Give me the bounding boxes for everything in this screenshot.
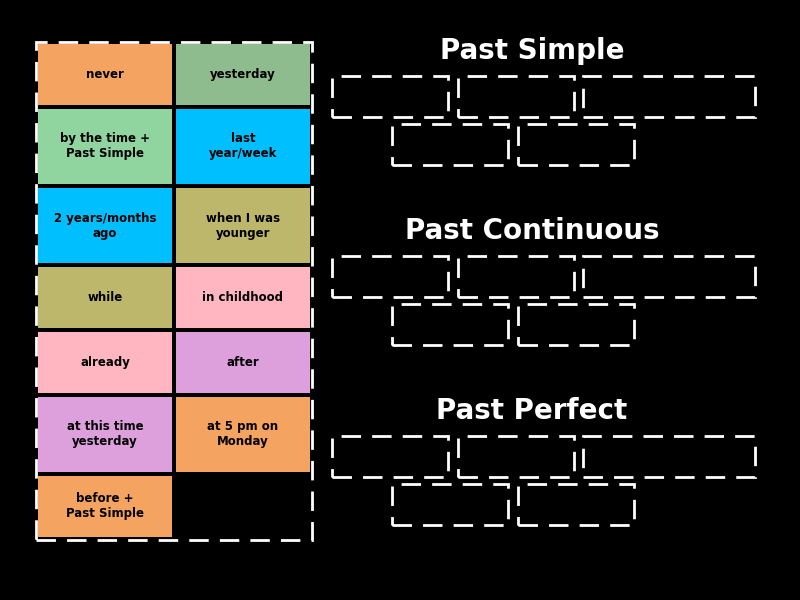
Text: at 5 pm on
Monday: at 5 pm on Monday: [207, 421, 278, 448]
Text: in childhood: in childhood: [202, 291, 283, 304]
Text: yesterday: yesterday: [210, 68, 276, 81]
FancyBboxPatch shape: [176, 44, 310, 105]
Text: Past Perfect: Past Perfect: [436, 397, 628, 425]
Text: Past Continuous: Past Continuous: [405, 217, 659, 245]
FancyBboxPatch shape: [176, 267, 310, 328]
Text: Past Simple: Past Simple: [440, 37, 624, 65]
FancyBboxPatch shape: [176, 188, 310, 263]
Text: 2 years/months
ago: 2 years/months ago: [54, 212, 156, 239]
FancyBboxPatch shape: [38, 44, 171, 105]
Text: after: after: [226, 356, 259, 369]
Text: while: while: [87, 291, 122, 304]
Text: at this time
yesterday: at this time yesterday: [66, 421, 143, 448]
FancyBboxPatch shape: [38, 267, 171, 328]
FancyBboxPatch shape: [38, 332, 171, 393]
FancyBboxPatch shape: [176, 109, 310, 184]
Text: by the time +
Past Simple: by the time + Past Simple: [60, 133, 150, 160]
FancyBboxPatch shape: [38, 109, 171, 184]
FancyBboxPatch shape: [38, 397, 171, 472]
FancyBboxPatch shape: [38, 188, 171, 263]
FancyBboxPatch shape: [38, 476, 171, 537]
Text: last
year/week: last year/week: [209, 133, 277, 160]
Text: before +
Past Simple: before + Past Simple: [66, 493, 144, 520]
Text: already: already: [80, 356, 130, 369]
FancyBboxPatch shape: [176, 332, 310, 393]
Text: never: never: [86, 68, 124, 81]
FancyBboxPatch shape: [176, 397, 310, 472]
Text: when I was
younger: when I was younger: [206, 212, 280, 239]
